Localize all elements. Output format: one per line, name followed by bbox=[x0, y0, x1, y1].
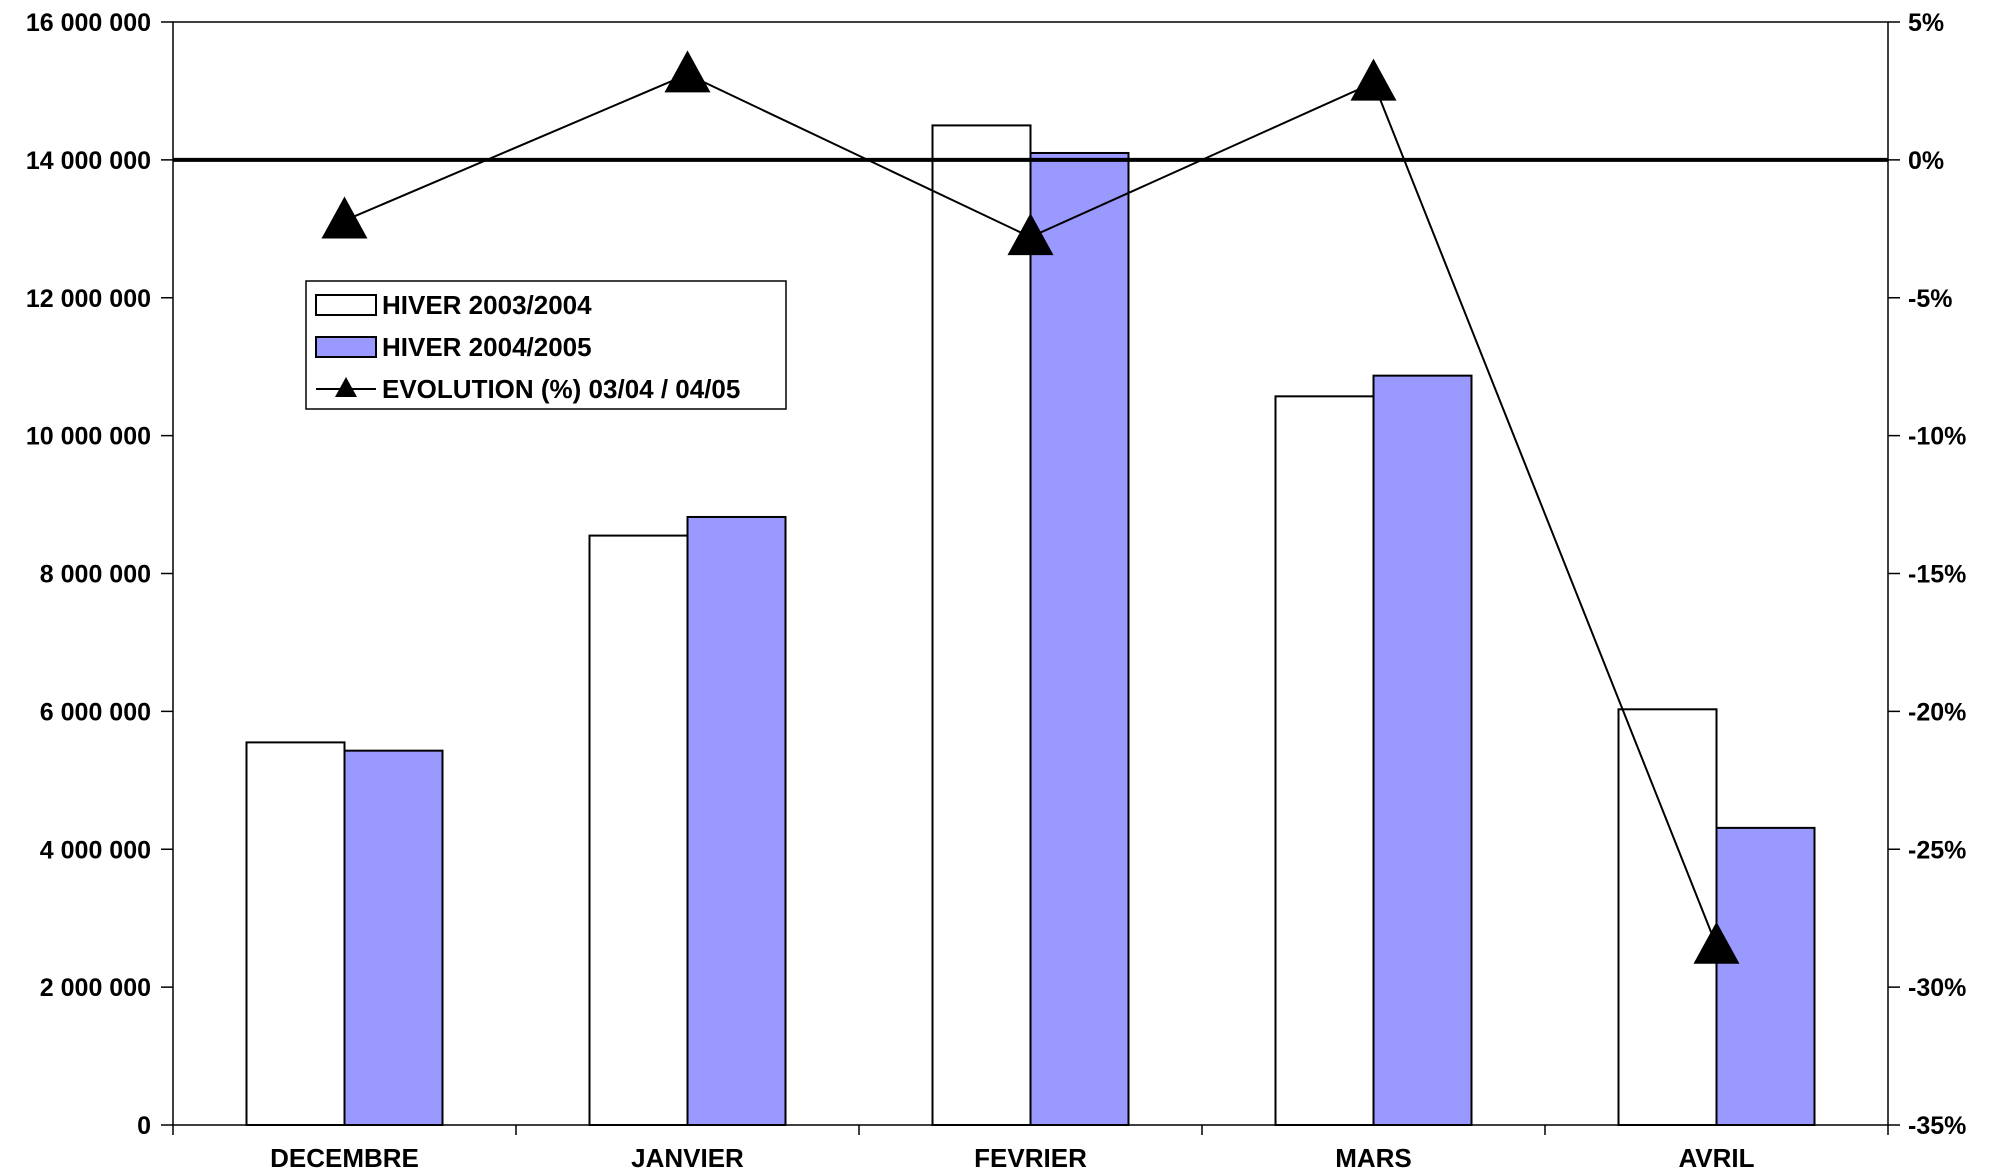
legend-label-evolution: EVOLUTION (%) 03/04 / 04/05 bbox=[382, 374, 740, 404]
right-axis-tick-label: -20% bbox=[1908, 698, 1966, 726]
left-axis-tick-label: 6 000 000 bbox=[40, 698, 151, 726]
x-axis-category-label: JANVIER bbox=[631, 1143, 744, 1173]
x-axis: DECEMBRE JANVIER FEVRIER MARS AVRIL bbox=[172, 1125, 1889, 1173]
legend-swatch-hiver-2004-2005 bbox=[315, 336, 377, 358]
left-axis-tick-label: 0 bbox=[137, 1112, 151, 1140]
evolution-point-marker bbox=[1350, 58, 1397, 101]
legend: HIVER 2003/2004 HIVER 2004/2005 EVOLUTIO… bbox=[305, 280, 787, 410]
x-axis-category-label: FEVRIER bbox=[974, 1143, 1087, 1173]
x-axis-category-label: MARS bbox=[1335, 1143, 1412, 1173]
right-axis-tick-label: -25% bbox=[1908, 836, 1966, 864]
bar-hiver-2003-2004 bbox=[1617, 708, 1718, 1126]
right-axis-tick-label: 0% bbox=[1908, 147, 1944, 175]
right-axis-tick-label: 5% bbox=[1908, 9, 1944, 37]
legend-label-hiver-2004-2005: HIVER 2004/2005 bbox=[382, 332, 592, 362]
right-axis-tick-label: -15% bbox=[1908, 561, 1966, 589]
bar-hiver-2004-2005 bbox=[343, 749, 444, 1126]
right-axis-tick-label: -35% bbox=[1908, 1112, 1966, 1140]
left-axis-tick-label: 16 000 000 bbox=[26, 9, 151, 37]
x-axis-category-label: DECEMBRE bbox=[270, 1143, 419, 1173]
x-axis-category-label: AVRIL bbox=[1678, 1143, 1754, 1173]
legend-swatch-hiver-2003-2004 bbox=[315, 294, 377, 316]
left-axis-tick-label: 8 000 000 bbox=[40, 561, 151, 589]
left-axis-tick-label: 10 000 000 bbox=[26, 423, 151, 451]
evolution-point-marker bbox=[321, 196, 368, 239]
bar-hiver-2003-2004 bbox=[931, 124, 1032, 1126]
bar-hiver-2003-2004 bbox=[1274, 395, 1375, 1126]
bar-hiver-2003-2004 bbox=[245, 741, 346, 1126]
right-axis: -35% -30% -25% -20% -15% -10% -5% 0% 5% bbox=[1888, 9, 1966, 1140]
left-axis: 0 2 000 000 4 000 000 6 000 000 8 000 000 10 … bbox=[26, 9, 173, 1140]
legend-marker-evolution bbox=[335, 377, 357, 397]
bar-hiver-2003-2004 bbox=[588, 534, 689, 1126]
right-axis-tick-label: -30% bbox=[1908, 974, 1966, 1002]
evolution-point-marker bbox=[664, 50, 711, 93]
right-axis-tick-label: -10% bbox=[1908, 423, 1966, 451]
right-axis-tick-label: -5% bbox=[1908, 285, 1952, 313]
legend-label-hiver-2003-2004: HIVER 2003/2004 bbox=[382, 290, 592, 320]
bar-hiver-2004-2005 bbox=[1715, 826, 1816, 1127]
left-axis-tick-label: 14 000 000 bbox=[26, 147, 151, 175]
left-axis-tick-label: 12 000 000 bbox=[26, 285, 151, 313]
legend-box bbox=[305, 280, 787, 410]
left-axis-tick-label: 2 000 000 bbox=[40, 974, 151, 1002]
left-axis-tick-label: 4 000 000 bbox=[40, 836, 151, 864]
bar-hiver-2004-2005 bbox=[1372, 374, 1473, 1127]
bar-hiver-2004-2005 bbox=[1029, 151, 1130, 1126]
bar-hiver-2004-2005 bbox=[686, 515, 787, 1126]
evolution-point-marker bbox=[1007, 213, 1054, 256]
bars bbox=[245, 124, 1816, 1127]
evolution-point-marker bbox=[1693, 921, 1740, 964]
evolution-line bbox=[321, 50, 1740, 964]
